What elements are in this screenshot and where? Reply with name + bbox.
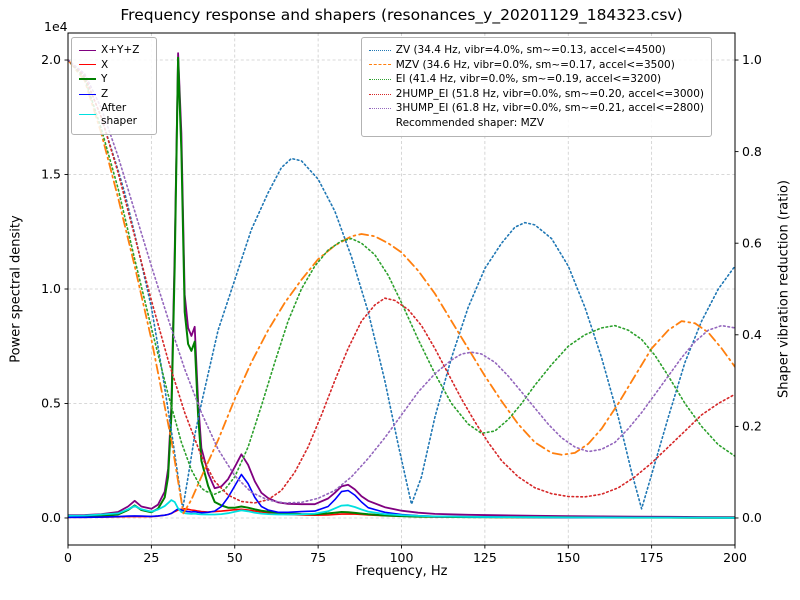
x-axis-label: Frequency, Hz [355,564,448,579]
svg-text:100: 100 [390,550,414,565]
svg-text:125: 125 [473,550,497,565]
legend-label: Recommended shaper: MZV [395,116,545,129]
legend-label: X+Y+Z [101,44,140,56]
legend-item-xyz: X+Y+Z [79,44,149,57]
legend-label: Z [101,87,109,100]
svg-text:25: 25 [143,550,159,565]
line-swatch-z [79,93,96,95]
legend-item-after-shaper: After shaper [79,102,149,127]
line-swatch-zv [368,49,391,51]
legend-note-recommended: Recommended shaper: MZV [369,117,704,130]
legend-item-z: Z [79,88,149,101]
svg-text:0: 0 [64,550,72,565]
legend-shapers: ZV (34.4 Hz, vibr=4.0%, sm~=0.13, accel<… [360,37,712,137]
svg-text:1.0: 1.0 [41,281,61,296]
svg-text:2.0: 2.0 [41,52,61,67]
legend-item-mzv: MZV (34.6 Hz, vibr=0.0%, sm~=0.17, accel… [368,58,704,72]
legend-label: 3HUMP_EI (61.8 Hz, vibr=0.0%, sm~=0.21, … [395,102,704,115]
legend-item-3hump-ei: 3HUMP_EI (61.8 Hz, vibr=0.0%, sm~=0.21, … [368,102,704,115]
svg-text:150: 150 [556,550,580,565]
legend-label: 2HUMP_EI (51.8 Hz, vibr=0.0%, sm~=0.20, … [395,87,704,100]
legend-item-zv: ZV (34.4 Hz, vibr=4.0%, sm~=0.13, accel<… [368,44,704,57]
legend-item-ei: EI (41.4 Hz, vibr=0.0%, sm~=0.19, accel<… [368,73,704,86]
svg-text:0.4: 0.4 [742,327,762,342]
svg-text:0.0: 0.0 [41,510,61,525]
legend-psd: X+Y+Z X Y Z After shaper [71,37,157,135]
legend-label: After shaper [101,102,138,127]
svg-text:175: 175 [640,550,664,565]
svg-text:0.2: 0.2 [742,419,762,434]
svg-text:1.0: 1.0 [742,52,762,67]
svg-text:0.0: 0.0 [742,510,762,525]
y-axis-label-right: Shaper vibration reduction (ratio) [776,180,792,398]
legend-item-y: Y [79,73,149,86]
svg-text:0.6: 0.6 [742,235,762,250]
line-swatch-x [79,64,96,66]
line-swatch-2hump-ei [368,93,391,95]
legend-label: EI (41.4 Hz, vibr=0.0%, sm~=0.19, accel<… [395,73,662,86]
legend-label: X [101,58,109,71]
line-swatch-after-shaper [79,114,96,116]
legend-item-x: X [79,59,149,72]
line-swatch-xyz [79,49,96,51]
legend-item-2hump-ei: 2HUMP_EI (51.8 Hz, vibr=0.0%, sm~=0.20, … [368,87,704,101]
svg-text:1.5: 1.5 [41,167,61,182]
line-swatch-y [79,78,96,81]
svg-text:0.5: 0.5 [41,396,61,411]
svg-text:50: 50 [227,550,243,565]
y-axis-offset-label: 1e4 [44,19,68,34]
line-swatch-ei [368,78,391,80]
legend-label: ZV (34.4 Hz, vibr=4.0%, sm~=0.13, accel<… [395,44,666,56]
svg-text:0.8: 0.8 [742,144,762,159]
chart-title: Frequency response and shapers (resonanc… [120,6,683,24]
line-swatch-3hump-ei [368,108,391,110]
legend-label: MZV (34.6 Hz, vibr=0.0%, sm~=0.17, accel… [395,58,675,71]
legend-label: Y [101,73,108,86]
svg-text:75: 75 [310,550,326,565]
line-swatch-mzv [368,64,391,66]
y-axis-label-left: Power spectral density [8,215,24,363]
svg-text:200: 200 [723,550,747,565]
